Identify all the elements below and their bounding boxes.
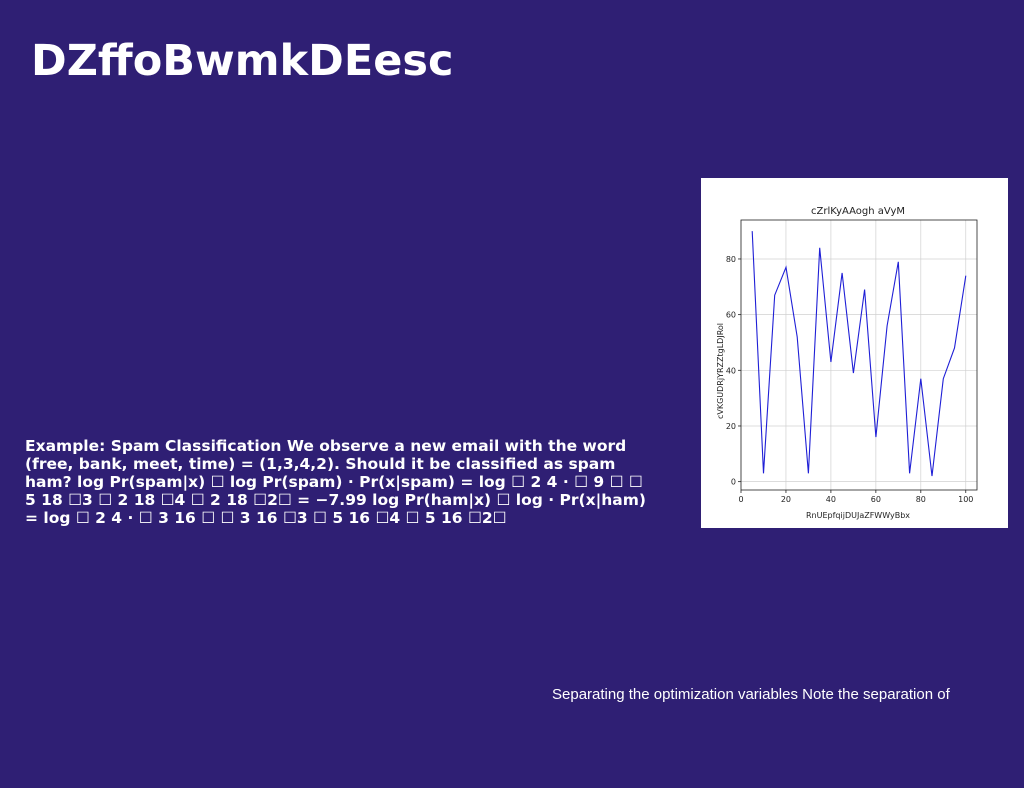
x-tick-label: 100 — [958, 495, 973, 504]
x-tick-label: 0 — [738, 495, 743, 504]
series-line — [751, 231, 967, 477]
chart-title: cZrlKyAAogh aVyM — [811, 206, 905, 217]
y-tick-label: 80 — [726, 255, 736, 264]
series-layer — [751, 231, 967, 477]
x-tick-label: 40 — [826, 495, 836, 504]
chart-figure: 0 20 40 60 80 100 0 20 40 60 80 cZrlKyAAogh aVyM R… — [701, 178, 1008, 528]
x-tick-label: 80 — [916, 495, 926, 504]
footer-text: Separating the optimization variables No… — [552, 686, 950, 703]
body-text: Example: Spam Classification We observe … — [25, 437, 646, 527]
y-tick-label: 20 — [726, 422, 736, 431]
grid-layer — [740, 220, 977, 490]
tick-layer: 0 20 40 60 80 100 0 20 40 60 80 — [726, 255, 974, 504]
x-tick-label: 60 — [871, 495, 881, 504]
y-tick-label: 0 — [731, 478, 736, 487]
y-tick-label: 40 — [726, 366, 736, 375]
y-axis-label: cVKGUDRjYRZZtgLDJRol — [716, 323, 725, 419]
plot-frame — [740, 219, 978, 491]
slide-title: DZffoBwmkDEesc — [31, 36, 454, 86]
x-tick-label: 20 — [781, 495, 791, 504]
line-chart: 0 20 40 60 80 100 0 20 40 60 80 cZrlKyAAogh aVyM R… — [716, 206, 978, 520]
y-tick-label: 60 — [726, 311, 736, 320]
x-axis-label: RnUEpfqijDUJaZFWWyBbx — [806, 511, 910, 520]
